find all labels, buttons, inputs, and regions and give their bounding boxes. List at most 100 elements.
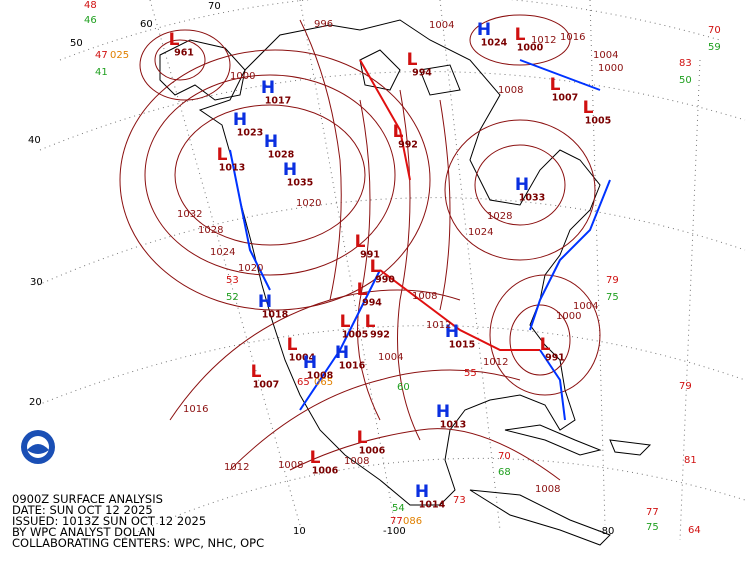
center-letter: L <box>355 232 366 252</box>
isobars <box>119 14 601 481</box>
isobar-label: 1008 <box>278 460 303 471</box>
isobar-label: 1000 <box>230 71 255 82</box>
isobar-label: 1008 <box>535 484 560 495</box>
isobar-label: 1028 <box>198 225 223 236</box>
center-value: 1006 <box>312 466 339 477</box>
center-value: 1000 <box>517 43 544 54</box>
center-letter: L <box>550 75 561 95</box>
isobar-label: 1004 <box>429 20 454 31</box>
center-letter: L <box>393 122 404 142</box>
caption-line: BY WPC ANALYST DOLAN <box>12 525 155 539</box>
station-value: 086 <box>403 516 422 527</box>
isobar-label: 996 <box>314 19 333 30</box>
center-letter: H <box>264 132 278 152</box>
center-letter: H <box>233 110 247 130</box>
caption-line: COLLABORATING CENTERS: WPC, NHC, OPC <box>12 536 264 550</box>
center-value: 1007 <box>253 380 279 391</box>
center-value: 1016 <box>339 361 366 372</box>
station-value: 54 <box>392 503 405 514</box>
center-value: 1005 <box>585 116 611 127</box>
isobar-label: 1024 <box>468 227 493 238</box>
isobar-label: 1024 <box>210 247 235 258</box>
center-value: 994 <box>412 68 432 79</box>
isobar-label: 1008 <box>412 291 437 302</box>
center-letter: H <box>261 78 275 98</box>
graticule <box>37 0 746 541</box>
center-value: 961 <box>174 48 194 59</box>
grid-label: 10 <box>293 526 306 537</box>
center-letter: L <box>357 428 368 448</box>
center-letter: L <box>287 335 298 355</box>
isobar-label: 1028 <box>487 211 512 222</box>
station-value: 81 <box>684 455 697 466</box>
center-value: 991 <box>545 353 565 364</box>
grid-label: 70 <box>208 1 221 12</box>
isobar-label: 1000 <box>556 311 581 322</box>
center-value: 1024 <box>481 38 508 49</box>
station-value: 75 <box>606 292 619 303</box>
station-value: 77 <box>390 516 403 527</box>
center-value: 1005 <box>342 330 368 341</box>
center-letter: L <box>357 280 368 300</box>
center-value: 1017 <box>265 96 291 107</box>
center-value: 1023 <box>237 128 263 139</box>
center-letter: L <box>370 257 381 277</box>
grid-label: -80 <box>598 526 614 537</box>
caption-line: ISSUED: 1013Z SUN OCT 12 2025 <box>12 514 206 528</box>
center-letter: H <box>436 402 450 422</box>
station-value: 53 <box>226 275 239 286</box>
center-value: 1013 <box>219 163 245 174</box>
center-value: 992 <box>370 330 390 341</box>
coastline <box>159 19 652 546</box>
caption-line: 0900Z SURFACE ANALYSIS <box>12 492 163 506</box>
center-letter: L <box>365 312 376 332</box>
station-value: 75 <box>646 522 659 533</box>
center-letter: L <box>583 98 594 118</box>
center-value: 1035 <box>287 178 313 189</box>
station-value: 79 <box>679 381 692 392</box>
center-letter: H <box>283 160 297 180</box>
center-value: 1013 <box>440 420 466 431</box>
center-letter: H <box>303 353 317 373</box>
station-value: 41 <box>95 67 108 78</box>
center-value: 1018 <box>262 310 289 321</box>
center-letter: L <box>169 30 180 50</box>
isobar-label: 1000 <box>598 63 623 74</box>
center-value: 1007 <box>552 93 578 104</box>
center-letter: L <box>251 362 262 382</box>
isobar-label: 1012 <box>531 35 556 46</box>
caption-line: DATE: SUN OCT 12 2025 <box>12 503 153 517</box>
grid-label: 50 <box>70 38 83 49</box>
center-letter: L <box>407 50 418 70</box>
isobar-label: 1020 <box>296 198 321 209</box>
grid-label: 60 <box>140 19 153 30</box>
grid-label: 20 <box>29 397 42 408</box>
station-value: 52 <box>226 292 239 303</box>
fronts <box>229 59 611 421</box>
isobar-label: 1004 <box>593 50 618 61</box>
center-value: 1028 <box>268 150 295 161</box>
isobar-label: 1020 <box>238 263 263 274</box>
center-letter: L <box>340 312 351 332</box>
station-value: 60 <box>397 382 410 393</box>
center-letter: H <box>445 322 459 342</box>
isobar-label: 1016 <box>560 32 585 43</box>
center-letter: H <box>477 20 491 40</box>
center-value: 1033 <box>519 193 545 204</box>
grid-label: 30 <box>30 277 43 288</box>
center-value: 991 <box>360 250 380 261</box>
station-value: 47 <box>95 50 108 61</box>
isobar-label: 1004 <box>378 352 403 363</box>
center-letter: H <box>258 292 272 312</box>
isobar-label: 1004 <box>573 301 598 312</box>
grid-label: -100 <box>383 526 406 537</box>
center-value: 992 <box>398 140 418 151</box>
station-value: 065 <box>314 377 333 388</box>
station-value: 55 <box>464 368 477 379</box>
isobar-label: 1012 <box>426 320 451 331</box>
noaa-logo <box>21 430 55 464</box>
center-letter: L <box>515 25 526 45</box>
station-value: 50 <box>679 75 692 86</box>
station-value: 025 <box>110 50 129 61</box>
